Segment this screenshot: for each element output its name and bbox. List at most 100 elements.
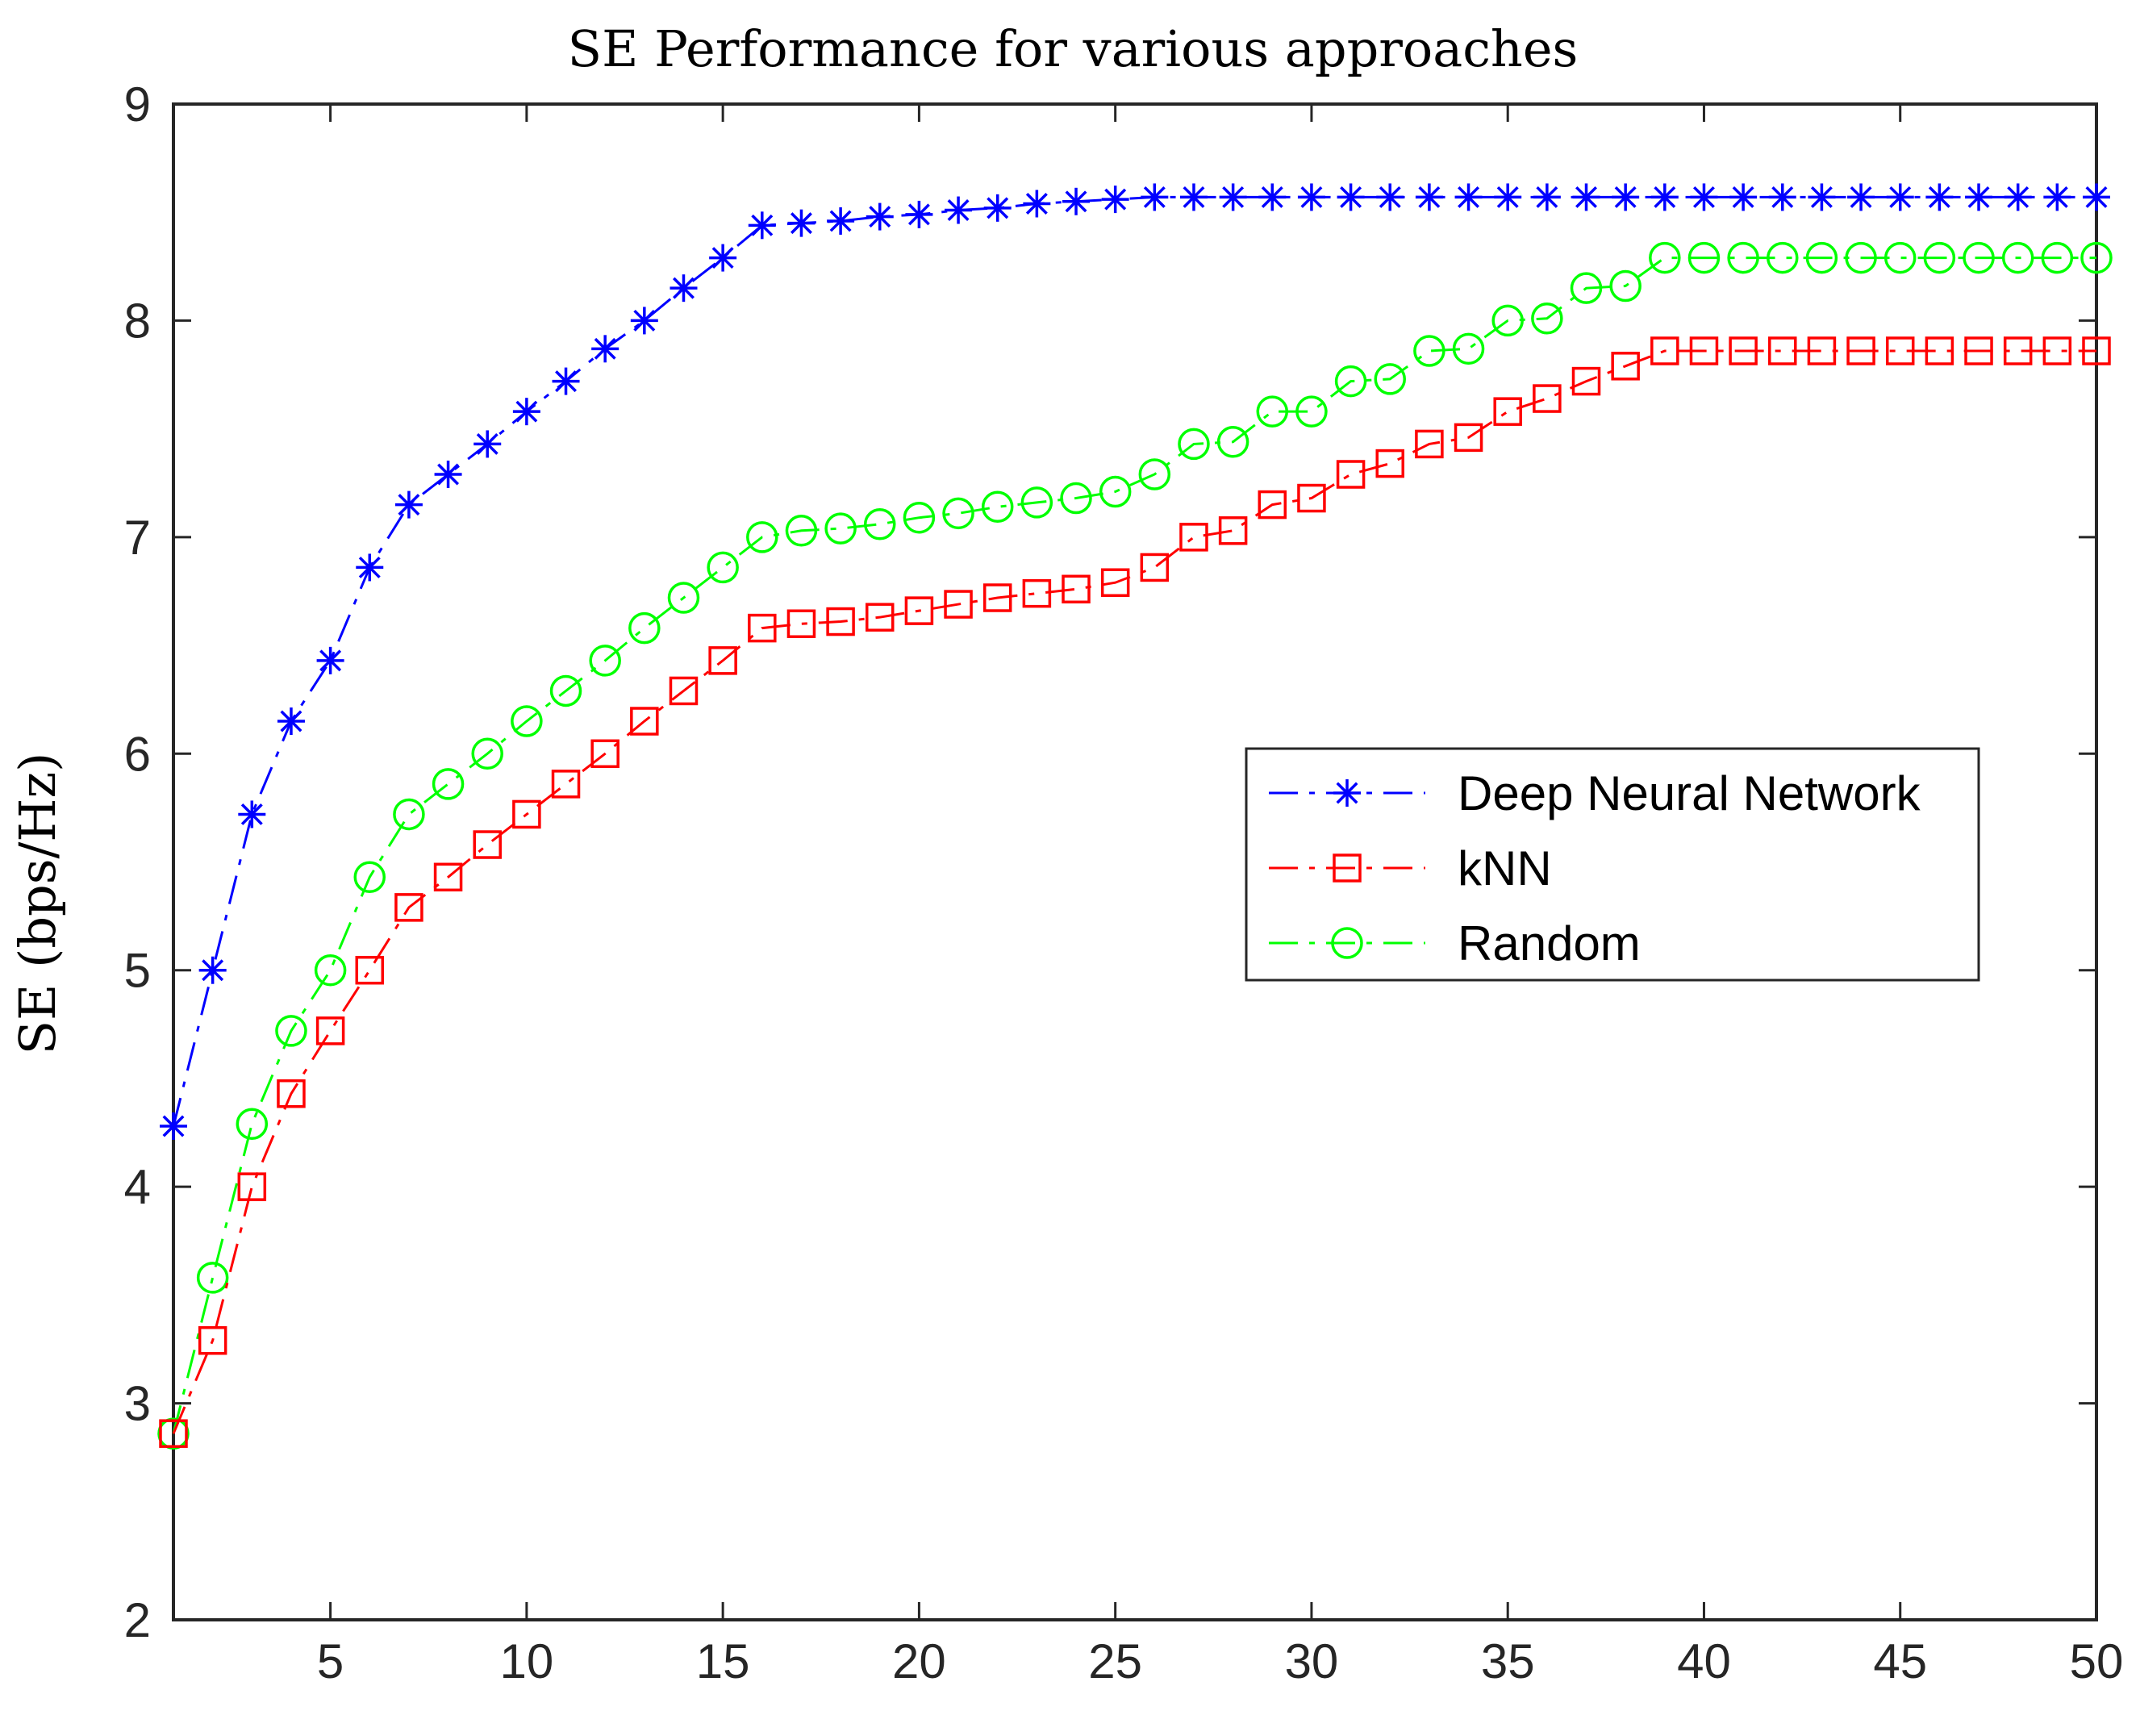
data-point-knn — [630, 707, 659, 736]
data-point-deep-neural-network — [787, 209, 816, 237]
chart-title: SE Performance for various approaches — [568, 19, 1579, 78]
series-line-random — [172, 257, 2096, 1434]
data-point-random — [1491, 304, 1524, 337]
data-point-deep-neural-network — [2004, 183, 2032, 211]
data-point-knn — [1336, 460, 1366, 489]
data-point-knn — [551, 770, 581, 799]
data-point-knn — [1611, 352, 1640, 381]
legend-box — [1245, 747, 1980, 982]
data-point-random — [589, 645, 621, 677]
data-point-random — [864, 508, 896, 540]
data-point-deep-neural-network — [1965, 183, 1993, 211]
data-point-knn — [1454, 423, 1483, 453]
y-tick-label: 9 — [124, 77, 151, 131]
data-point-deep-neural-network — [591, 335, 619, 363]
data-point-knn — [394, 893, 423, 922]
data-point-random — [1963, 241, 1995, 274]
data-point-knn — [1493, 397, 1522, 426]
data-point-knn — [198, 1325, 227, 1355]
data-point-deep-neural-network — [434, 461, 462, 489]
data-point-random — [1531, 302, 1563, 335]
x-tick-label: 40 — [1677, 1634, 1731, 1688]
data-point-deep-neural-network — [1572, 183, 1600, 211]
x-tick-label: 45 — [1873, 1634, 1927, 1688]
data-point-random — [1923, 241, 1956, 274]
legend-swatch-marker — [1333, 853, 1362, 883]
data-point-random — [1767, 241, 1799, 274]
legend-swatch-marker — [1333, 779, 1361, 807]
data-point-deep-neural-network — [1454, 183, 1483, 211]
data-point-random — [393, 798, 425, 831]
data-point-deep-neural-network — [1925, 183, 1954, 211]
data-point-knn — [1258, 490, 1287, 520]
x-tick-label: 15 — [696, 1634, 750, 1688]
data-point-random — [1452, 332, 1485, 365]
y-tick-label: 4 — [124, 1160, 151, 1214]
data-point-random — [1883, 241, 1917, 274]
data-point-random — [981, 490, 1014, 524]
data-point-deep-neural-network — [983, 194, 1012, 222]
x-tick-label: 50 — [2070, 1634, 2124, 1688]
data-point-knn — [237, 1172, 267, 1201]
data-point-random — [1845, 241, 1877, 274]
y-tick-label: 6 — [124, 727, 151, 781]
y-tick-label: 3 — [124, 1377, 151, 1431]
legend: Deep Neural Network kNN Random — [1245, 747, 1980, 982]
data-point-random — [1178, 428, 1210, 461]
series-random — [157, 241, 2113, 1450]
data-point-random — [1570, 272, 1603, 304]
data-point-knn — [473, 830, 502, 859]
x-tick-label: 10 — [500, 1634, 554, 1688]
data-point-random — [628, 611, 661, 645]
data-point-knn — [1925, 336, 1954, 365]
data-point-deep-neural-network — [630, 307, 658, 335]
data-point-deep-neural-network — [2043, 183, 2071, 211]
data-point-deep-neural-network — [316, 646, 344, 674]
data-point-deep-neural-network — [198, 956, 227, 984]
data-point-random — [1099, 475, 1132, 508]
legend-label: Deep Neural Network — [1458, 766, 1921, 820]
data-point-random — [1060, 482, 1092, 515]
data-point-deep-neural-network — [1141, 183, 1169, 211]
data-point-knn — [315, 1016, 345, 1045]
data-point-knn — [944, 590, 973, 619]
data-point-random — [1805, 241, 1838, 274]
x-tick-label: 20 — [892, 1634, 946, 1688]
data-point-random — [667, 582, 700, 614]
data-point-knn — [1062, 574, 1091, 604]
data-point-random — [2041, 241, 2074, 274]
data-point-knn — [1689, 336, 1719, 365]
data-point-knn — [982, 583, 1012, 612]
legend-swatch-marker — [1331, 927, 1363, 959]
data-point-deep-neural-network — [1729, 183, 1758, 211]
y-axis-label: SE (bps/Hz) — [8, 753, 67, 1055]
series-layer — [157, 183, 2113, 1450]
data-point-knn — [708, 646, 737, 675]
data-point-knn — [159, 1419, 188, 1448]
data-point-knn — [590, 739, 619, 769]
data-point-random — [1649, 241, 1681, 274]
data-point-knn — [1179, 523, 1208, 552]
series-deep-neural-network — [160, 183, 2110, 1140]
data-point-random — [903, 501, 936, 534]
data-point-random — [275, 1015, 307, 1047]
data-point-deep-neural-network — [1219, 183, 1247, 211]
data-point-random — [1334, 365, 1367, 398]
x-tick-label: 25 — [1088, 1634, 1142, 1688]
x-tick-label: 35 — [1481, 1634, 1535, 1688]
data-point-deep-neural-network — [1808, 183, 1836, 211]
data-point-knn — [2082, 336, 2111, 365]
data-point-knn — [1807, 336, 1837, 365]
data-point-random — [1727, 241, 1759, 274]
data-point-deep-neural-network — [1179, 183, 1208, 211]
data-point-knn — [826, 607, 855, 636]
data-point-deep-neural-network — [670, 274, 698, 303]
data-point-deep-neural-network — [394, 490, 423, 519]
data-point-random — [2080, 241, 2113, 274]
data-point-random — [1609, 269, 1642, 303]
data-point-knn — [1885, 336, 1915, 365]
data-point-random — [1216, 425, 1249, 458]
legend-label: kNN — [1458, 841, 1552, 895]
data-point-random — [1256, 395, 1289, 428]
